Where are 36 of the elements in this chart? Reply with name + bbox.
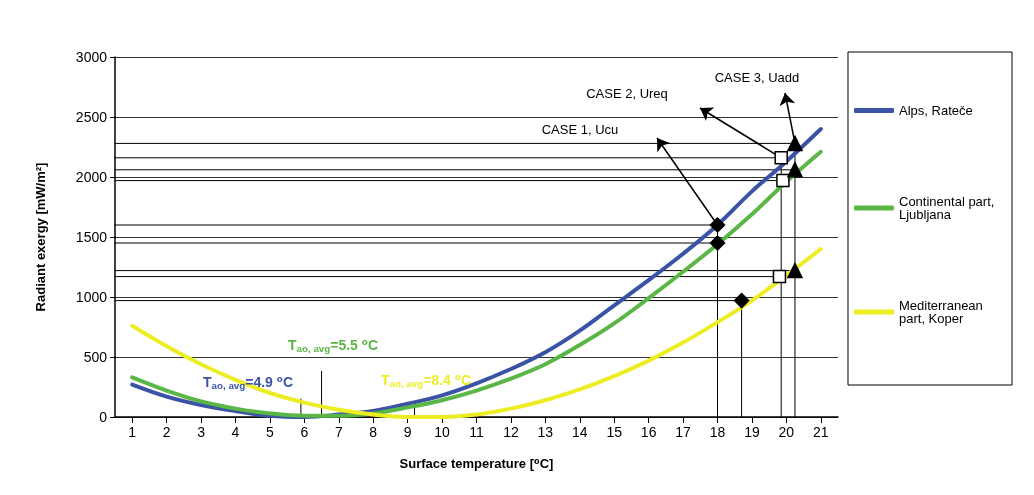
y-tick-label: 500 [83,349,108,365]
annotation: CASE 3, Uadd [714,69,800,85]
x-tick-label: 9 [403,424,412,440]
x-tick-label: 19 [744,424,760,440]
y-tick-label: 1000 [75,289,108,305]
x-tick-label: 12 [503,424,519,440]
x-tick-label: 13 [537,424,554,440]
legend-label: Continental part, Ljubljana [899,194,999,222]
x-tick-label: 18 [709,424,726,440]
x-axis-title: Surface temperature [⁰C] [399,456,554,471]
y-tick-label: 2000 [75,169,108,185]
x-tick-label: 17 [675,424,692,440]
x-tick-label: 8 [369,424,378,440]
x-tick-label: 6 [300,424,309,440]
x-tick-label: 15 [606,424,623,440]
legend-label: Alps, Rateče [899,103,973,118]
x-tick-label: 3 [197,424,206,440]
x-tick-label: 5 [266,424,275,440]
y-axis-title: Radiant exergy [mW/m²] [33,162,48,312]
x-tick-label: 11 [469,424,484,440]
x-tick-label: 7 [334,424,343,440]
y-tick-label: 3000 [75,49,108,65]
y-tick-label: 1500 [75,229,108,245]
x-tick-label: 14 [572,424,588,440]
x-tick-label: 21 [813,424,829,440]
x-tick-label: 4 [231,424,240,440]
x-tick-label: 20 [778,424,795,440]
x-tick-label: 10 [434,424,451,440]
legend-label: Mediterranean part, Koper [899,298,987,326]
annotation: CASE 1, Ucu [541,121,619,137]
annotation: CASE 2, Ureq [586,85,668,101]
y-tick-label: 2500 [75,109,108,125]
x-tick-label: 16 [640,424,657,440]
x-tick-label: 1 [128,424,137,440]
x-tick-label: 2 [162,424,171,440]
y-tick-label: 0 [99,409,108,425]
